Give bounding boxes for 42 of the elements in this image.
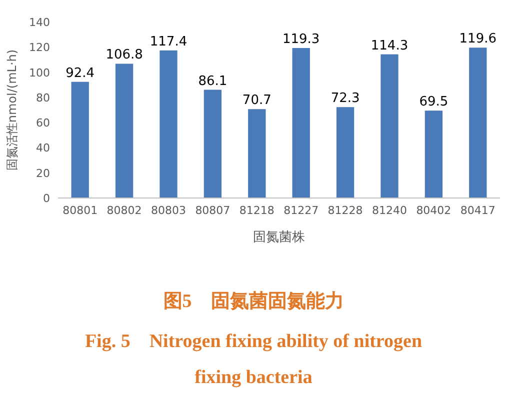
- bar: [115, 64, 134, 198]
- bar: [469, 48, 487, 198]
- x-tick-label: 81218: [239, 204, 274, 217]
- data-label: 69.5: [419, 94, 448, 110]
- bar: [204, 90, 222, 198]
- data-label: 92.4: [66, 66, 95, 81]
- y-tick-label: 20: [36, 166, 50, 180]
- bar: [424, 110, 443, 198]
- y-tick-label: 40: [36, 142, 50, 155]
- x-tick-label: 81227: [284, 204, 319, 217]
- y-tick-label: 60: [36, 116, 50, 130]
- y-tick-label: 120: [29, 41, 50, 54]
- y-tick-label: 100: [29, 66, 50, 80]
- data-label: 119.6: [459, 32, 497, 47]
- x-tick-label: 81228: [328, 204, 363, 217]
- y-tick-label: 0: [43, 192, 50, 205]
- y-tick-label: 80: [36, 91, 50, 104]
- x-tick-label: 80801: [62, 204, 98, 217]
- x-axis-title: 固氮菌株: [253, 230, 305, 245]
- bar: [380, 54, 398, 198]
- caption: Fig. 5 Nitrogen fixing ability of nitrogen fixing bacteria: [84, 330, 424, 390]
- y-tick-label: 140: [29, 16, 50, 29]
- bar: [160, 50, 178, 198]
- bar: [248, 109, 266, 198]
- x-tick-label: 80417: [460, 204, 496, 217]
- bar: [292, 48, 310, 198]
- data-label: 117.4: [150, 34, 188, 50]
- bar: [71, 82, 89, 198]
- x-tick-label: 81240: [372, 204, 407, 217]
- data-label: 70.7: [242, 93, 272, 108]
- x-tick-label: 80807: [195, 204, 230, 217]
- data-label: 114.3: [370, 38, 408, 54]
- data-label: 86.1: [198, 74, 228, 89]
- caption: 图5 固氮菌固氮能力: [162, 290, 345, 314]
- bar: [336, 107, 354, 198]
- x-tick-label: 80803: [151, 204, 186, 217]
- data-label: 119.3: [282, 32, 320, 48]
- x-tick-label: 80802: [106, 204, 142, 217]
- y-axis-title: 固氮活性nmol/(mL·h): [5, 49, 19, 171]
- data-label: 106.8: [106, 48, 143, 63]
- data-label: 72.3: [330, 91, 360, 106]
- x-tick-label: 80402: [416, 204, 452, 217]
